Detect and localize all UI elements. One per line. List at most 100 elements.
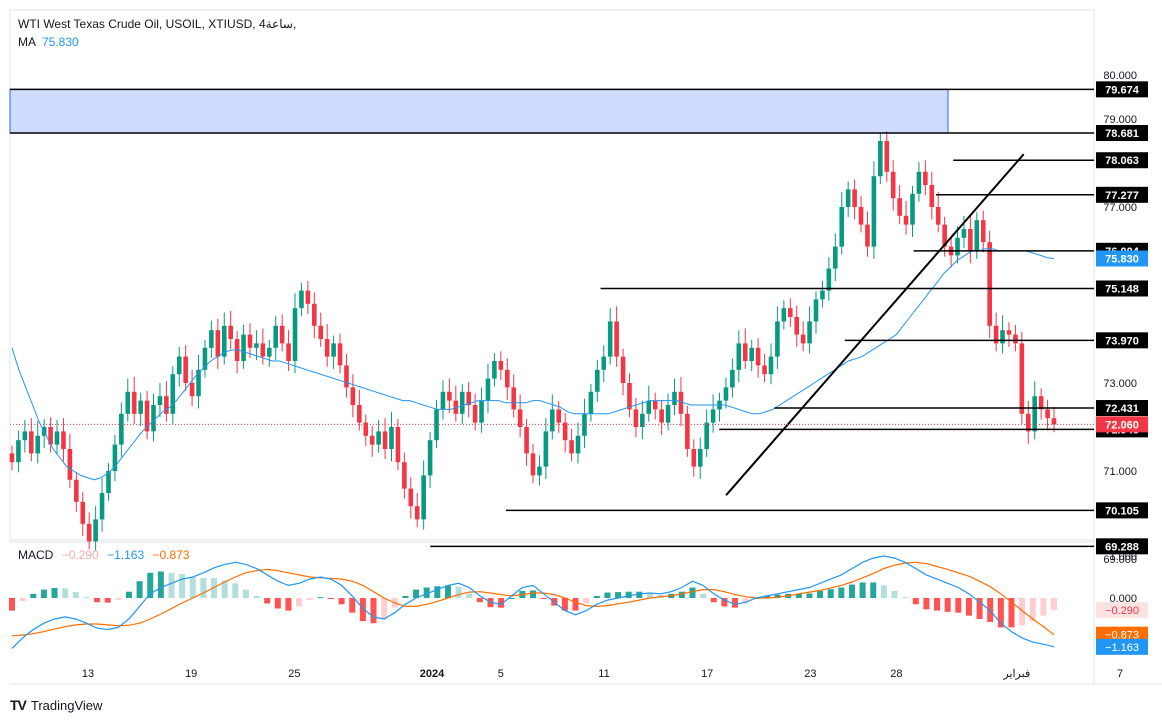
- time-tick-label: 25: [288, 668, 300, 680]
- macd-histogram-bar: [880, 585, 887, 598]
- candle: [440, 391, 446, 410]
- macd-tick-label: 1.000: [1109, 551, 1137, 563]
- macd-histogram-bar: [104, 598, 111, 603]
- macd-histogram: [9, 571, 1057, 628]
- candle: [170, 374, 176, 414]
- candle: [942, 224, 947, 247]
- macd-histogram-bar: [338, 598, 345, 605]
- macd-histogram-bar: [530, 590, 536, 598]
- macd-histogram-bar: [466, 593, 473, 598]
- macd-histogram-bar: [285, 598, 292, 611]
- macd-histogram-bar: [710, 598, 717, 603]
- candle: [266, 347, 272, 357]
- candle: [993, 325, 999, 344]
- macd-histogram-bar: [455, 586, 462, 598]
- macd-histogram-bar: [965, 598, 972, 616]
- candle: [350, 387, 356, 405]
- macd-histogram-bar: [902, 597, 909, 599]
- macd-histogram-bar: [221, 580, 228, 598]
- candle: [16, 440, 21, 463]
- candle: [459, 391, 465, 414]
- candle: [736, 343, 742, 370]
- candle: [1000, 330, 1005, 344]
- macd-histogram-bar: [434, 586, 441, 598]
- candle: [878, 141, 883, 177]
- candle: [22, 431, 28, 441]
- time-tick-label: 2024: [420, 668, 445, 680]
- macd-histogram-bar: [30, 593, 37, 598]
- level-price-label: 79.674: [1105, 84, 1140, 96]
- candle: [485, 378, 491, 401]
- candle: [305, 290, 311, 304]
- macd-histogram-bar: [136, 581, 143, 598]
- candle: [524, 427, 529, 454]
- macd-histogram-bar: [359, 598, 366, 622]
- candle: [768, 356, 774, 375]
- price-tick-label: 79.000: [1103, 114, 1137, 126]
- macd-histogram-bar: [296, 598, 303, 607]
- candle: [640, 413, 645, 427]
- macd-histogram-bar: [1040, 598, 1047, 616]
- candle: [672, 391, 677, 405]
- macd-histogram-bar: [646, 592, 653, 598]
- tradingview-brand[interactable]: TV TradingView: [10, 697, 102, 713]
- macd-histogram-bar: [795, 593, 802, 598]
- macd-histogram-bar: [115, 598, 122, 600]
- level-price-tag: [1096, 280, 1148, 297]
- candle: [1013, 334, 1018, 344]
- macd-histogram-bar: [976, 598, 983, 619]
- candle: [241, 334, 246, 361]
- time-tick-label: 19: [185, 668, 197, 680]
- macd-histogram-bar: [423, 587, 430, 598]
- level-price-label: 70.105: [1105, 505, 1139, 517]
- candle: [923, 171, 928, 185]
- candle: [980, 220, 986, 243]
- macd-histogram-bar: [774, 594, 781, 598]
- macd-histogram-bar: [232, 583, 239, 598]
- level-price-label: 78.063: [1105, 155, 1139, 167]
- level-price-label: 78.681: [1105, 128, 1139, 140]
- price-tick-label: 71.000: [1103, 466, 1137, 478]
- candle: [633, 409, 639, 427]
- candle: [479, 400, 484, 423]
- price-tick-label: 69.000: [1103, 554, 1137, 566]
- candle: [1051, 418, 1057, 425]
- ma-line: [11, 248, 1055, 481]
- candle: [614, 321, 619, 357]
- price-tick-label: 73.000: [1103, 378, 1137, 390]
- macd-histogram-bar: [944, 598, 951, 612]
- macd-histogram-bar: [370, 598, 377, 624]
- ma-price-label: 75.830: [1105, 253, 1139, 265]
- macd-histogram-bar: [604, 592, 611, 598]
- candle: [897, 198, 902, 216]
- last-price-tag: [1096, 416, 1148, 433]
- candle: [820, 290, 825, 300]
- candle: [601, 356, 607, 370]
- candle: [369, 435, 375, 445]
- candle: [627, 383, 632, 410]
- level-price-tag: [1096, 332, 1148, 349]
- candle: [189, 383, 195, 397]
- candle: [202, 347, 208, 370]
- macd-histogram-bar: [9, 598, 15, 611]
- tradingview-logo-icon: TV: [10, 697, 27, 713]
- macd-histogram-bar: [51, 587, 58, 598]
- level-price-tag: [1096, 538, 1148, 555]
- time-tick-label: 7: [1117, 668, 1123, 680]
- candle: [833, 246, 838, 269]
- candle: [93, 519, 98, 542]
- supply-zone: [9, 88, 949, 134]
- macd-histogram-bar: [94, 598, 101, 603]
- candle: [755, 347, 761, 366]
- ma-legend: MA 75.830: [18, 35, 79, 49]
- candle: [447, 391, 452, 401]
- macd-histogram-bar: [625, 591, 632, 598]
- time-tick-label: 23: [804, 668, 816, 680]
- candle: [402, 462, 407, 489]
- candle: [106, 471, 111, 493]
- level-price-tag: [1096, 186, 1148, 203]
- macd-histogram-bar: [732, 598, 739, 608]
- candle: [742, 343, 748, 361]
